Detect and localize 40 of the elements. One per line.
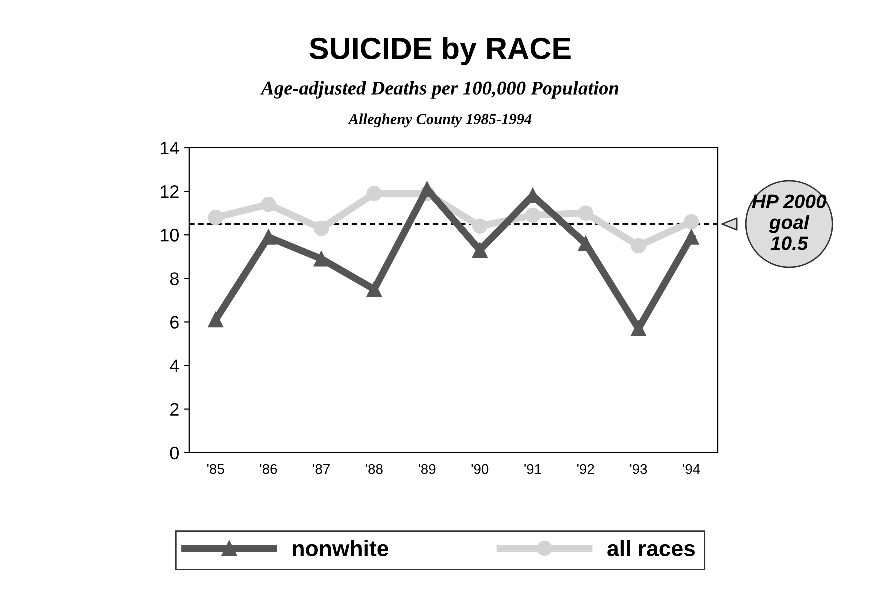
y-tick-label: 12: [160, 185, 179, 198]
point: [261, 230, 276, 245]
chart-subtitle: Age-adjusted Deaths per 100,000 Population Allegheny County 1985-1994: [260, 81, 619, 128]
chart-title: SUICIDE by RACE: [310, 37, 571, 66]
point: [366, 282, 382, 298]
x-tick-label: '91: [524, 464, 542, 474]
x-tick-label: '88: [366, 464, 383, 474]
point: [684, 214, 700, 230]
x-tick-label: '89: [418, 464, 436, 474]
x-tick-label: '87: [313, 464, 330, 474]
point: [366, 186, 382, 202]
x-tick-label: '93: [630, 464, 648, 474]
point: [314, 220, 330, 236]
point: [631, 321, 646, 336]
x-tick-label: '90: [472, 464, 489, 474]
point: [314, 251, 330, 267]
y-tick-label: 10: [160, 229, 179, 242]
x-tick-label: '86: [260, 464, 278, 474]
y-tick-label: 0: [170, 446, 179, 460]
point: [208, 312, 224, 328]
point: [261, 196, 276, 212]
x-tick-label: '85: [208, 464, 224, 474]
point: [208, 210, 224, 226]
point: [525, 208, 541, 224]
y-tick-label: 4: [170, 360, 180, 372]
y-tick-label: 14: [160, 142, 180, 155]
legend-label: nonwhite: [293, 540, 388, 557]
legend-label: all races: [608, 540, 696, 557]
ref-line-label: HP 2000 goal 10.5: [752, 194, 827, 250]
y-tick-label: 2: [170, 403, 179, 416]
y-tick-label: 6: [170, 316, 179, 329]
x-tick-label: '92: [578, 464, 594, 474]
y-tick-label: 8: [170, 272, 179, 286]
point: [578, 236, 594, 252]
point: [472, 242, 488, 258]
point: [631, 238, 646, 254]
point: [578, 206, 594, 221]
x-tick-label: '94: [683, 464, 700, 474]
point: [684, 230, 700, 245]
point: [472, 218, 488, 234]
